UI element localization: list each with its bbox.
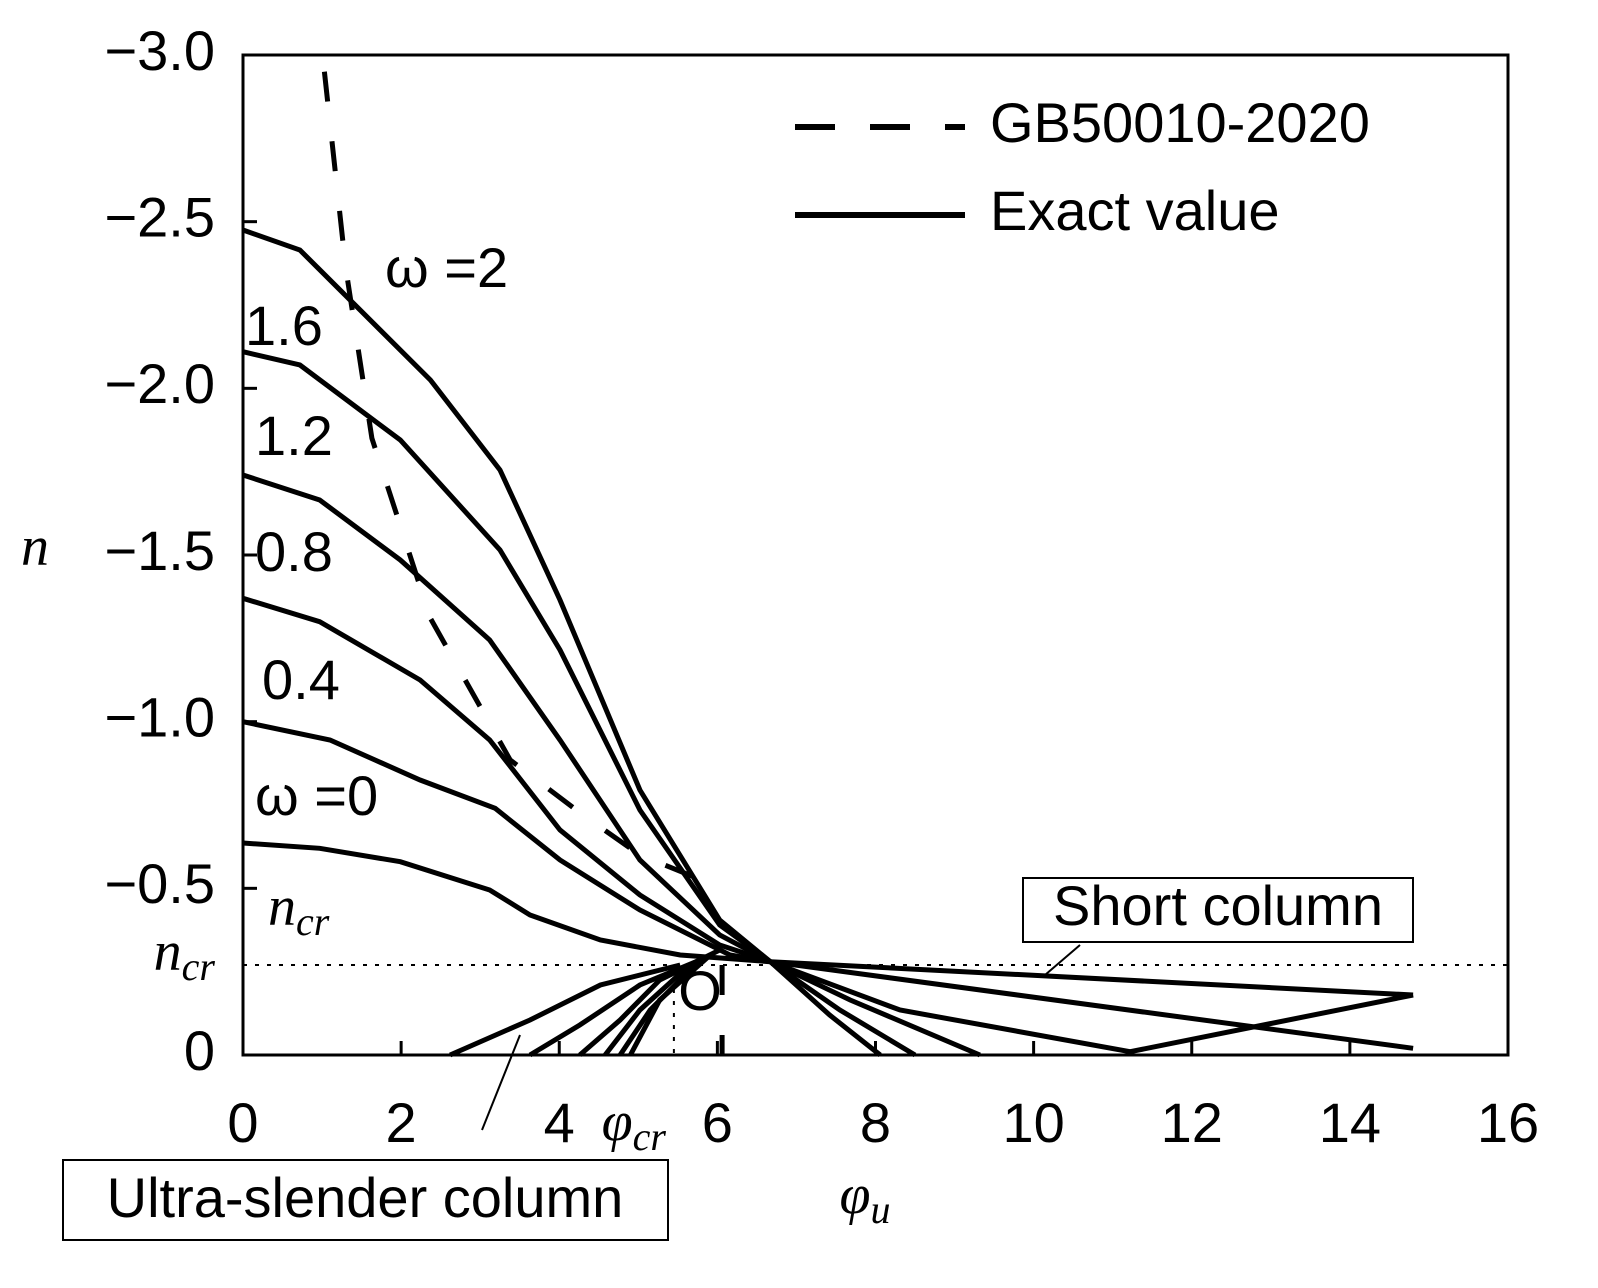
data-line — [242, 349, 917, 1058]
curve-label: ω =2 — [385, 236, 508, 299]
annotation: Ultra-slender column — [107, 1166, 624, 1229]
reference-label: φ — [602, 1091, 633, 1153]
x-tick-label: 0 — [227, 1091, 258, 1154]
curve-label: 1.6 — [245, 294, 323, 357]
leader-line — [1044, 944, 1081, 976]
x-tick-label: 4 — [544, 1091, 575, 1154]
x-tick-label: 10 — [1002, 1091, 1064, 1154]
y-tick-label: −2.0 — [104, 352, 215, 415]
annotation-box — [62, 1159, 669, 1241]
x-tick-label: 16 — [1477, 1091, 1539, 1154]
curve-label: 0.8 — [255, 520, 333, 583]
y-tick-label: −1.0 — [104, 685, 215, 748]
x-tick-label: 2 — [386, 1091, 417, 1154]
x-axis-label: φu — [840, 1164, 891, 1232]
legend-label: Exact value — [990, 179, 1280, 242]
x-tick-label: 8 — [860, 1091, 891, 1154]
x-tick-label: 14 — [1319, 1091, 1381, 1154]
y-tick-label: −2.5 — [104, 185, 215, 248]
x-tick-label: 12 — [1161, 1091, 1223, 1154]
curve-label: 0.4 — [262, 648, 340, 711]
x-tick-label: 6 — [702, 1091, 733, 1154]
annotation: n — [268, 876, 296, 938]
annotation-box — [1022, 877, 1414, 943]
reference-label: ncr — [154, 921, 216, 989]
annotation: ncr — [268, 876, 330, 944]
y-tick-label: −0.5 — [104, 852, 215, 915]
annotation-sub: cr — [296, 899, 330, 944]
x-axis-label: φ — [840, 1164, 871, 1226]
curve-label: ω =0 — [255, 764, 378, 827]
y-axis-label: n — [21, 516, 49, 578]
legend-label: GB50010-2020 — [990, 91, 1370, 154]
annotation: Short column — [1053, 874, 1383, 937]
y-tick-label: −1.5 — [104, 519, 215, 582]
curve-label: 1.2 — [255, 404, 333, 467]
y-tick-label: −3.0 — [104, 19, 215, 82]
x-axis-label-sub: u — [870, 1187, 890, 1232]
reference-label-sub: cr — [633, 1114, 667, 1159]
leader-line — [481, 1034, 521, 1131]
reference-label: φcr — [602, 1091, 667, 1159]
data-line — [242, 840, 1414, 1058]
reference-label: n — [154, 921, 182, 983]
y-tick-label: 0 — [184, 1019, 215, 1082]
reference-label-sub: cr — [182, 944, 216, 989]
data-line — [242, 227, 882, 1057]
